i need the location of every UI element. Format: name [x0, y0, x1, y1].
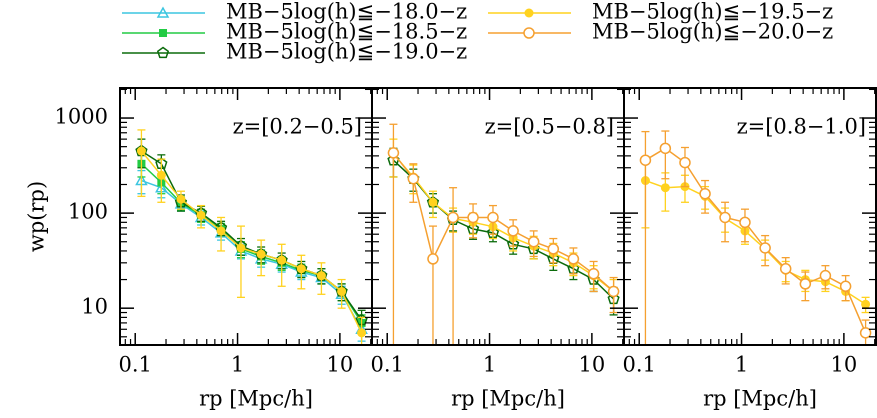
series-line [392, 153, 615, 292]
plot-area [135, 129, 368, 345]
legend-label: MB−5log(h)≦−18.5−z [226, 20, 467, 44]
error-bar [357, 316, 366, 345]
marker [839, 280, 852, 293]
x-tick-label: 1 [231, 353, 244, 377]
error-bar [389, 123, 398, 345]
error-bar [236, 225, 245, 299]
marker [357, 328, 367, 338]
marker [236, 243, 246, 253]
y-tick-label: 1000 [55, 105, 108, 129]
marker [316, 271, 326, 281]
marker [176, 194, 186, 204]
marker [567, 253, 580, 265]
marker [507, 225, 519, 237]
series-line [645, 179, 867, 305]
error-bar [137, 129, 146, 198]
marker [587, 268, 600, 280]
error-bar [428, 225, 437, 345]
marker [427, 253, 439, 265]
marker [719, 211, 731, 224]
marker [639, 154, 652, 166]
x-tick-label: 10 [831, 353, 858, 377]
annotation: z=[0.8−1.0] [737, 115, 866, 139]
x-axis-label: rp [Mpc/h] [703, 387, 817, 411]
series-line [392, 152, 615, 292]
marker [779, 262, 792, 275]
error-bar [641, 130, 650, 345]
marker [277, 255, 287, 265]
marker [467, 211, 479, 224]
marker [861, 299, 871, 309]
marker [819, 269, 832, 282]
y-axis-label: wp(rp) [25, 181, 49, 252]
x-tick-label: 1 [483, 353, 496, 377]
annotation: z=[0.2−0.5] [233, 115, 362, 139]
marker [859, 327, 872, 339]
marker [487, 211, 499, 224]
x-tick-label: 0.1 [623, 353, 656, 377]
x-axis-label: rp [Mpc/h] [199, 387, 313, 411]
x-tick-label: 0.1 [119, 353, 152, 377]
marker [679, 156, 691, 169]
y-tick-label: 10 [81, 295, 108, 319]
legend-label: MB−5log(h)≦−20.0−z [592, 20, 833, 44]
x-axis-label: rp [Mpc/h] [451, 387, 565, 411]
series-line [140, 150, 363, 334]
marker [659, 142, 672, 155]
error-bar [661, 130, 670, 180]
marker [156, 170, 166, 180]
y-tick-label: 100 [68, 200, 108, 224]
legend-label: MB−5log(h)≦−18.0−z [226, 0, 467, 24]
legend-label: MB−5log(h)≦−19.0−z [226, 40, 467, 64]
marker [607, 285, 620, 298]
marker [407, 172, 420, 185]
marker [527, 235, 540, 248]
marker [216, 226, 226, 236]
x-tick-label: 10 [579, 353, 606, 377]
marker [296, 264, 306, 274]
marker [387, 147, 400, 159]
legend-label: MB−5log(h)≦−19.5−z [592, 0, 833, 24]
marker [799, 278, 812, 290]
marker [547, 243, 560, 255]
marker [337, 286, 347, 296]
marker [156, 46, 170, 59]
plot-area [639, 130, 872, 345]
marker [447, 211, 459, 224]
marker [699, 187, 711, 200]
series-line [140, 163, 363, 324]
marker [428, 197, 438, 207]
error-bar [157, 158, 166, 203]
plot-area [387, 123, 620, 345]
marker [759, 242, 771, 254]
marker [196, 210, 206, 220]
marker [256, 249, 266, 259]
annotation: z=[0.5−0.8] [485, 115, 614, 139]
series-line [141, 179, 363, 330]
series-line [140, 150, 363, 321]
marker [159, 29, 167, 37]
x-tick-label: 10 [327, 353, 354, 377]
panel-frame [623, 87, 877, 346]
marker [136, 146, 146, 156]
marker [523, 27, 535, 39]
marker [739, 216, 751, 229]
marker [524, 8, 534, 18]
x-tick-label: 1 [735, 353, 748, 377]
marker [156, 6, 170, 18]
x-tick-label: 0.1 [371, 353, 404, 377]
error-bar [277, 243, 286, 287]
marker [660, 183, 670, 193]
